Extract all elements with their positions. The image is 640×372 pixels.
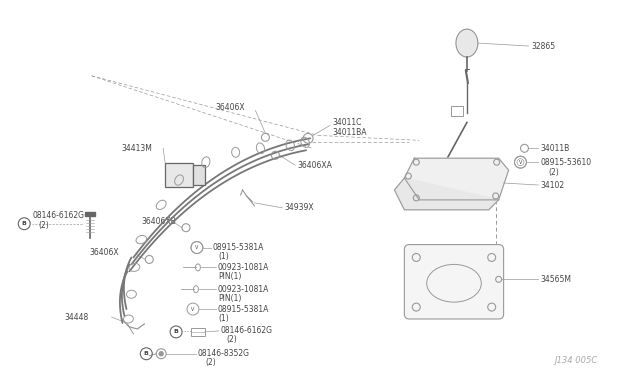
Text: 08915-53610: 08915-53610 xyxy=(540,158,591,167)
Text: V: V xyxy=(191,307,195,312)
Text: (1): (1) xyxy=(219,252,230,261)
Text: J134 005C: J134 005C xyxy=(555,356,598,365)
Text: 00923-1081A: 00923-1081A xyxy=(218,263,269,272)
Text: 36406X: 36406X xyxy=(216,103,245,112)
Text: B: B xyxy=(173,329,179,334)
Text: 08915-5381A: 08915-5381A xyxy=(218,305,269,314)
Text: 32865: 32865 xyxy=(531,42,556,51)
Text: 08146-6162G: 08146-6162G xyxy=(221,326,273,336)
Text: (2): (2) xyxy=(206,358,216,367)
Polygon shape xyxy=(404,158,509,200)
Text: 08915-5381A: 08915-5381A xyxy=(213,243,264,252)
Bar xyxy=(193,165,205,185)
Ellipse shape xyxy=(457,30,477,56)
Circle shape xyxy=(159,352,163,356)
Text: 00923-1081A: 00923-1081A xyxy=(218,285,269,294)
Polygon shape xyxy=(394,178,499,210)
Text: (2): (2) xyxy=(548,168,559,177)
Text: B: B xyxy=(144,351,148,356)
Text: (2): (2) xyxy=(38,221,49,230)
Text: 08146-8352G: 08146-8352G xyxy=(198,349,250,358)
Text: PIN(1): PIN(1) xyxy=(218,272,241,281)
Bar xyxy=(84,212,95,216)
Text: 34413M: 34413M xyxy=(122,144,152,153)
Text: 36406X: 36406X xyxy=(90,248,119,257)
Text: 34448: 34448 xyxy=(64,312,88,321)
Text: 34011BA: 34011BA xyxy=(332,128,367,137)
Text: 34939X: 34939X xyxy=(284,203,314,212)
Bar xyxy=(451,106,463,116)
Text: (1): (1) xyxy=(219,314,230,323)
FancyBboxPatch shape xyxy=(404,244,504,319)
Text: 34011C: 34011C xyxy=(332,118,362,127)
Text: V: V xyxy=(519,160,522,165)
Text: (2): (2) xyxy=(227,335,237,344)
Text: B: B xyxy=(22,221,27,226)
Text: 36406XA: 36406XA xyxy=(297,161,332,170)
Text: 34102: 34102 xyxy=(540,180,564,189)
Text: PIN(1): PIN(1) xyxy=(218,294,241,303)
Text: 36406XB: 36406XB xyxy=(141,217,176,226)
Text: 34565M: 34565M xyxy=(540,275,572,284)
Text: V: V xyxy=(195,245,198,250)
Text: 34011B: 34011B xyxy=(540,144,570,153)
Text: 08146-6162G: 08146-6162G xyxy=(32,211,84,220)
Bar xyxy=(191,328,205,336)
Bar xyxy=(165,163,193,187)
